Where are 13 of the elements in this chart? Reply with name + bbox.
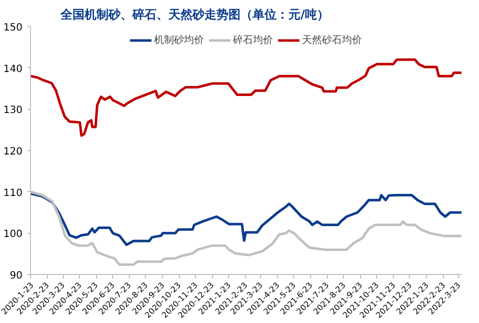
y-tick-label: 140 [3,64,23,75]
y-tick-label: 120 [3,146,23,158]
legend-label: 天然砂石均价 [302,34,362,47]
y-tick-label: 150 [3,22,23,34]
line-series [30,58,462,137]
y-tick-label: 90 [10,270,23,282]
y-tick-label: 100 [3,229,23,240]
y-tick-label: 130 [3,105,23,116]
legend-label: 机制砂均价 [154,34,204,47]
legend-label: 碎石均价 [233,34,273,47]
line-series [30,192,462,246]
chart-title: 全国机制砂、碎石、天然砂走势图（单位：元/吨） [60,8,329,22]
y-tick-label: 110 [3,188,23,199]
